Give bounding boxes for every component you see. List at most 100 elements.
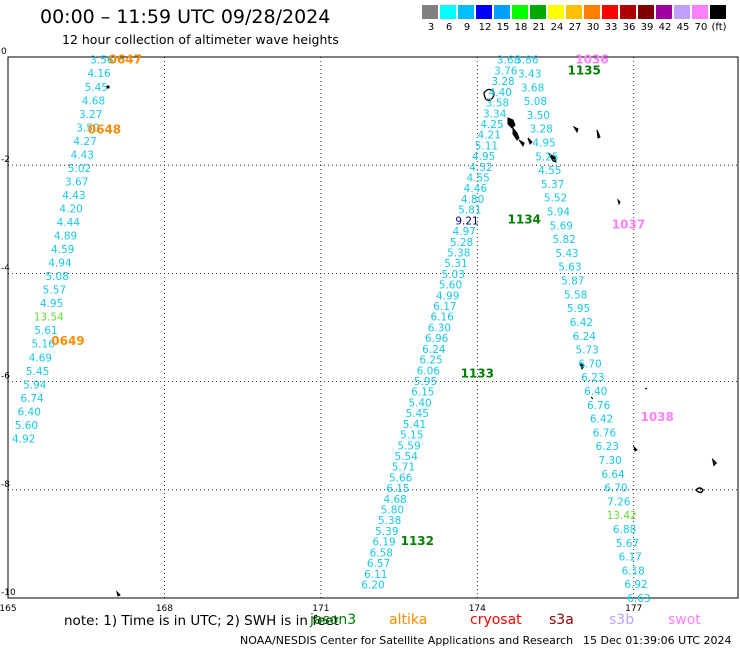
wave-height-label: 6.96 [425,333,449,345]
colorbar-swatch [512,5,528,19]
wave-height-label: 7.26 [607,496,631,508]
wave-height-label: 6.20 [361,579,384,591]
wave-height-label: 6.42 [590,414,613,426]
pass-time-label: 0649 [51,334,84,348]
plot-frame [7,56,739,599]
legend-item-s3b: s3b [609,612,635,628]
wave-height-label: 5.40 [408,397,431,409]
colorbar-swatch [602,5,618,19]
x-tick-label: 168 [156,604,173,614]
colorbar-swatch [710,5,726,19]
wave-height-label: 4.68 [383,494,406,506]
note-text: note: 1) Time is in UTC; 2) SWH is in fe… [64,613,339,629]
x-tick-label: 165 [0,604,17,614]
wave-height-label: 6.76 [587,400,611,412]
wave-height-label: 3.50 [527,110,550,122]
wave-height-label: 6.64 [601,469,625,481]
y-tick-label: -10 [1,588,16,598]
wave-height-label: 5.15 [400,430,423,442]
pass-time-label: 1134 [508,212,541,226]
wave-height-label: 5.71 [392,462,415,474]
pass-time-label: 1037 [612,218,645,232]
wave-height-label: 5.63 [558,262,581,274]
wave-height-label: 6.40 [584,386,607,398]
wave-height-label: 4.95 [532,138,555,150]
axis-ticks: 165 168 171 174 177 0 -2 -4 -6 -8 -10 [0,47,642,614]
colorbar-label: 27 [568,22,582,33]
wave-height-label: 5.45 [406,408,429,420]
wave-height-label: 6.70 [578,358,601,370]
pass-time-label: 1133 [461,366,494,380]
colorbar-label: 12 [478,22,492,33]
pass-time-label: 0647 [109,53,142,67]
wave-height-label: 6.24 [422,344,446,356]
wave-height-label: 5.03 [442,269,465,281]
wave-height-label: 6.23 [596,441,619,453]
wave-height-label: 5.94 [23,379,47,391]
colorbar-label: 9 [463,22,471,33]
wave-height-label: 6.06 [417,365,441,377]
colorbar-label: 21 [532,22,546,33]
wave-height-label: 5.52 [544,193,567,205]
wave-height-label: 4.80 [461,194,484,206]
wave-height-label: 6.16 [430,312,454,324]
wave-height-label: 4.40 [489,87,512,99]
wave-height-label: 5.25 [535,151,558,163]
wave-height-label: 3.68 [497,55,520,67]
wave-height-label: 3.58 [486,98,509,110]
wave-height-label: 5.73 [575,345,598,357]
wave-height-label: 5.39 [375,526,398,538]
wave-height-label: 5.45 [26,366,49,378]
colorbar-label: 3 [427,22,435,33]
colorbar-swatch [530,5,546,19]
colorbar-swatch [692,5,708,19]
wave-height-label: 6.19 [372,537,395,549]
island-outline [116,590,121,597]
wave-height-label: 5.66 [389,472,413,484]
pass-time-label: 1036 [575,53,608,67]
wave-height-label: 5.69 [550,220,573,232]
colorbar-swatch [620,5,636,19]
wave-height-label: 3.43 [518,69,541,81]
wave-height-label: 4.59 [51,244,74,256]
wave-height-label: 5.28 [450,237,473,249]
wave-height-label: 3.27 [79,109,102,121]
wave-height-label: 5.11 [475,140,498,152]
wave-height-label: 5.82 [552,234,575,246]
wave-height-label: 6.70 [604,483,627,495]
wave-height-label: 6.30 [428,322,451,334]
x-tick-label: 177 [625,604,642,614]
pass-time-label: 0648 [88,122,121,136]
wave-height-label: 6.23 [581,372,604,384]
wave-height-label: 4.16 [87,68,111,80]
colorbar-label: (ft) [711,22,727,33]
wave-height-label: 4.44 [57,217,81,229]
colorbar-swatch [674,5,690,19]
wave-height-label: 3.76 [494,65,518,77]
wave-height-label: 6.17 [619,552,642,564]
x-tick-label: 174 [469,604,486,614]
island-outline [572,125,621,206]
wave-height-label: 4.20 [59,203,82,215]
colorbar-swatch [638,5,654,19]
wave-height-label: 4.95 [40,298,63,310]
colorbar-swatch [566,5,582,19]
wave-height-label: 5.60 [15,420,38,432]
y-tick-label: -2 [1,155,10,165]
x-tick-label: 171 [312,604,329,614]
wave-height-label: 6.17 [433,301,456,313]
wave-height-label: 5.38 [378,515,401,527]
satellite-legend: jason3 altika cryosat s3a s3b swot [0,612,740,630]
wave-height-label: 6.42 [570,317,593,329]
y-tick-label: 0 [1,47,7,57]
colorbar-label: 45 [676,22,690,33]
wave-height-label: 5.59 [397,440,420,452]
island-outline [483,88,495,101]
wave-height-label: 6.76 [593,427,617,439]
wave-height-label: 5.41 [403,419,426,431]
wave-height-label: 4.43 [62,190,85,202]
colorbar-label: 70 [694,22,708,33]
wave-height-label: 4.99 [436,290,459,302]
legend-item-s3a: s3a [549,612,574,628]
wave-height-label: 6.11 [364,569,387,581]
